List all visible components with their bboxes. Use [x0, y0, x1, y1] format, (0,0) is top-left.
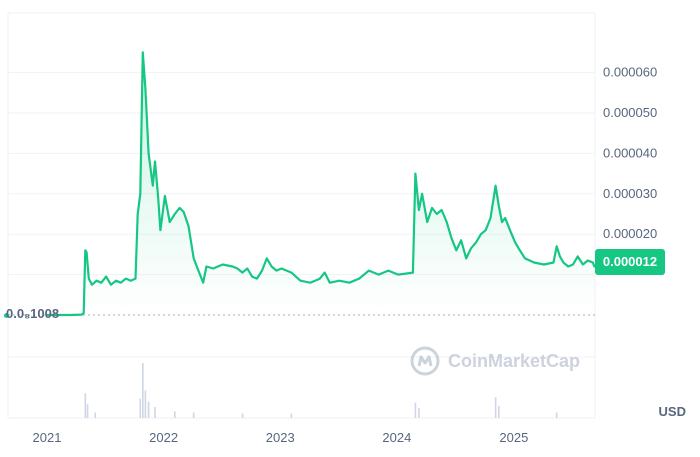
- y-tick-label: 0.000040: [603, 145, 657, 160]
- x-tick-label: 2024: [382, 430, 411, 445]
- price-line: [45, 51, 596, 317]
- volume-bar: [154, 407, 156, 418]
- current-price-badge: 0.000012: [595, 249, 665, 275]
- x-tick-label: 2022: [149, 430, 178, 445]
- y-tick-label: 0.000050: [603, 105, 657, 120]
- start-price-label: 0.0₈1008: [6, 306, 60, 321]
- volume-bar: [142, 363, 144, 418]
- volume-bar: [498, 405, 500, 418]
- x-tick-label: 2023: [266, 430, 295, 445]
- volume-bar: [144, 390, 147, 418]
- currency-unit-label: USD: [658, 404, 686, 419]
- x-tick-label: 2025: [499, 430, 528, 445]
- volume-bar: [192, 412, 195, 418]
- volume-bar: [418, 408, 420, 418]
- volume-bar: [414, 402, 417, 418]
- volume-bar: [241, 413, 244, 418]
- price-area-fill: [47, 52, 595, 316]
- volume-bar: [86, 404, 89, 418]
- volume-bar: [494, 397, 497, 418]
- volume-bar: [290, 413, 293, 418]
- coinmarketcap-watermark: CoinMarketCap: [410, 346, 580, 376]
- volume-bar: [94, 412, 97, 418]
- start-dot: [4, 313, 9, 318]
- volume-bar: [174, 411, 176, 418]
- y-tick-label: 0.000030: [603, 186, 657, 201]
- volume-bar: [84, 393, 87, 418]
- coinmarketcap-logo-icon: [410, 346, 440, 376]
- x-tick-label: 2021: [33, 430, 62, 445]
- volume-bar: [555, 412, 558, 418]
- watermark-text: CoinMarketCap: [448, 350, 581, 371]
- volume-bar: [147, 401, 150, 418]
- y-tick-label: 0.000020: [603, 226, 657, 241]
- y-tick-label: 0.000060: [603, 65, 657, 80]
- volume-bar: [139, 398, 142, 418]
